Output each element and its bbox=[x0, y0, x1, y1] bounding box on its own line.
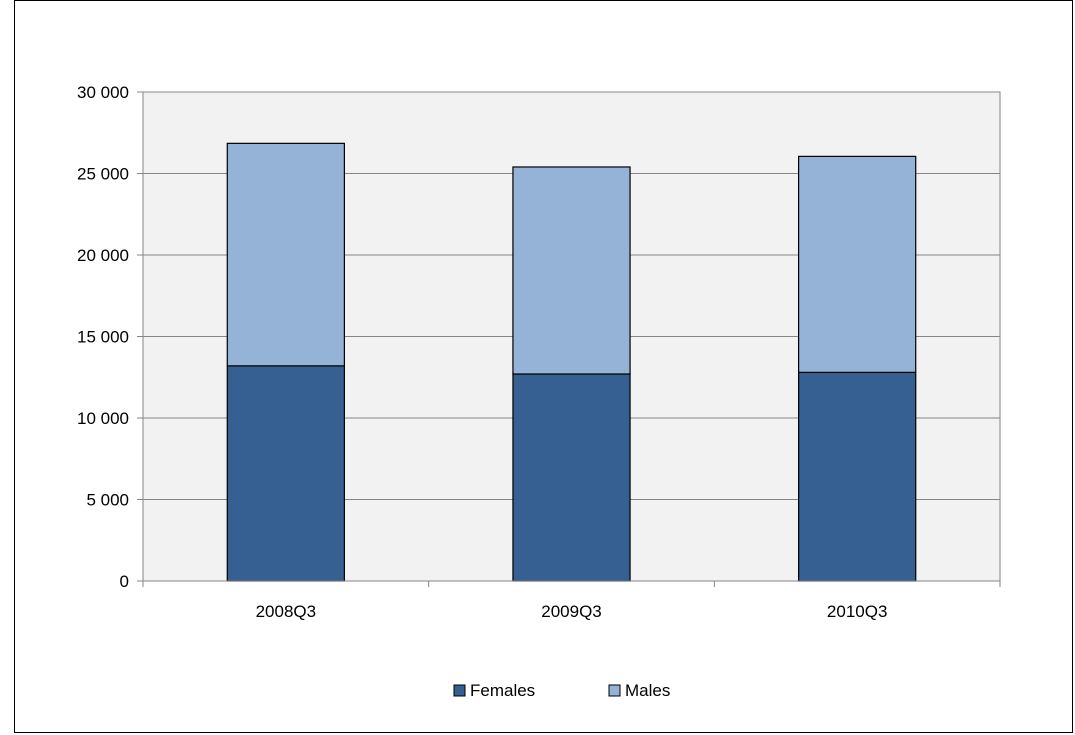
legend-label-males: Males bbox=[625, 681, 670, 700]
legend-swatch-males bbox=[608, 684, 621, 697]
bars bbox=[226, 142, 917, 582]
x-tick-label: 2008Q3 bbox=[256, 602, 317, 621]
y-tick-label: 20 000 bbox=[77, 246, 129, 265]
y-tick-label: 25 000 bbox=[77, 165, 129, 184]
y-tick-label: 5 000 bbox=[86, 491, 129, 510]
y-tick-label: 10 000 bbox=[77, 409, 129, 428]
y-tick-label: 0 bbox=[120, 572, 129, 591]
y-tick-labels: 0 5 000 10 000 15 000 20 000 25 000 30 000 bbox=[77, 83, 129, 591]
bar-females-2009q3 bbox=[512, 373, 631, 582]
legend-label-females: Females bbox=[470, 681, 535, 700]
x-tick-label: 2009Q3 bbox=[541, 602, 602, 621]
legend: Females Males bbox=[453, 681, 670, 700]
bar-males-2010q3 bbox=[798, 155, 917, 373]
bar-females-2010q3 bbox=[798, 371, 917, 582]
legend-swatch-females bbox=[453, 684, 466, 697]
x-tick-label: 2010Q3 bbox=[827, 602, 888, 621]
x-tick-labels: 2008Q3 2009Q3 2010Q3 bbox=[256, 602, 888, 621]
bar-females-2008q3 bbox=[226, 365, 345, 582]
y-tick-label: 15 000 bbox=[77, 328, 129, 347]
bar-males-2009q3 bbox=[512, 166, 631, 375]
bar-males-2008q3 bbox=[226, 142, 345, 367]
y-tick-label: 30 000 bbox=[77, 83, 129, 102]
axes bbox=[137, 91, 1001, 587]
